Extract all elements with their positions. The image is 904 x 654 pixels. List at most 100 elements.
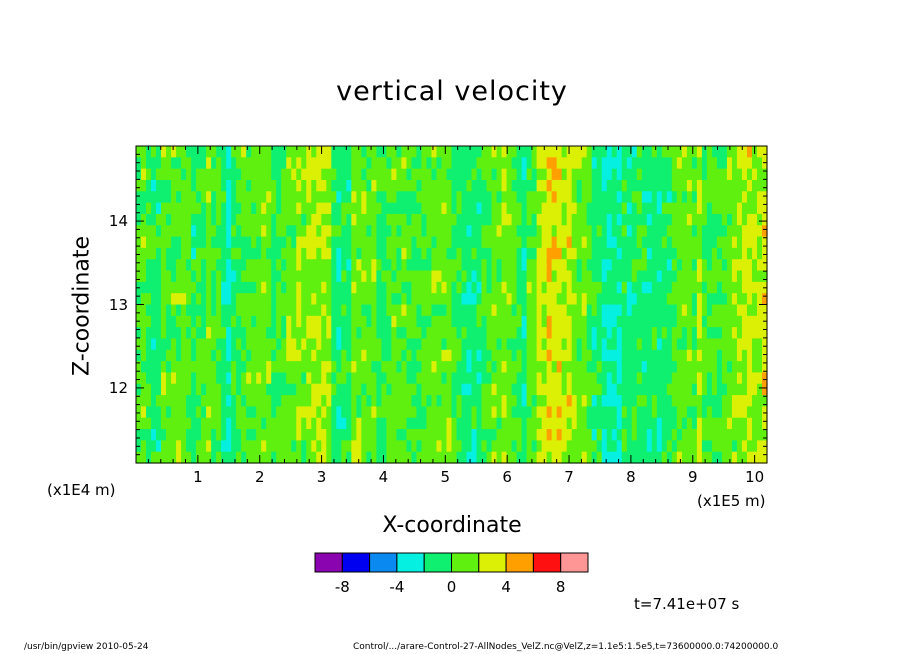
field-cell [226,191,232,204]
field-cell [541,225,548,238]
field-cell [421,315,428,328]
field-cell [561,168,568,181]
field-cell [171,146,177,158]
field-cell [226,349,232,362]
field-cell [691,406,698,419]
field-cell [336,202,342,215]
field-cell [141,191,147,204]
field-cell [456,338,463,351]
field-cell [356,417,362,430]
field-cell [466,372,473,385]
field-cell [416,236,423,249]
field-cell [231,293,237,306]
field-cell [556,191,563,204]
field-cell [171,338,177,351]
field-cell [536,168,543,181]
field-cell [751,202,758,215]
field-cell [496,440,503,453]
field-cell [581,213,588,226]
field-cell [501,270,508,283]
field-cell [491,327,498,340]
field-cell [476,202,483,215]
field-cell [396,349,403,362]
field-cell [401,406,408,419]
field-cell [416,146,423,158]
field-cell [391,395,398,407]
field-cell [311,315,317,328]
field-cell [301,327,307,340]
field-cell [351,270,357,283]
field-cell [306,349,312,362]
field-cell [331,213,337,226]
field-cell [166,293,172,306]
field-cell [716,236,723,249]
field-cell [681,372,688,385]
field-cell [436,315,443,328]
field-cell [481,304,488,317]
field-cell [591,440,598,453]
field-cell [246,372,252,385]
field-cell [696,225,703,238]
field-cell [431,157,438,170]
colorbar-swatch [341,552,371,573]
field-cell [676,440,683,453]
field-cell [691,191,698,204]
field-cell [646,179,653,192]
field-cell [431,304,438,317]
field-cell [416,349,423,362]
colorbar-swatch [505,552,534,573]
field-cell [556,406,563,419]
field-cell [161,146,167,158]
field-cell [176,236,182,249]
field-cell [596,157,603,170]
field-cell [491,157,498,170]
field-cell [181,293,187,306]
field-cell [406,146,413,158]
field-cell [466,304,473,317]
field-cell [471,157,478,170]
field-cell [456,236,463,249]
field-cell [251,157,257,170]
field-cell [181,247,187,260]
field-cell [426,247,433,260]
field-cell [676,179,683,192]
field-cell [506,247,513,260]
field-cell [621,361,628,374]
field-cell [696,304,703,317]
field-cell [211,293,217,306]
field-cell [451,395,458,407]
field-cell [271,315,277,328]
field-cell [491,406,498,419]
field-cell [561,146,568,158]
field-cell [216,372,222,385]
field-cell [316,349,322,362]
field-cell [476,168,483,181]
field-cell [191,146,197,158]
field-cell [506,259,513,272]
field-cell [406,315,413,328]
field-cell [391,225,398,238]
field-cell [641,383,648,396]
field-cell [281,429,287,441]
field-cell [211,315,217,328]
field-cell [151,451,157,464]
field-cell [616,327,623,340]
field-cell [721,349,728,362]
field-cell [671,146,678,158]
field-cell [731,304,738,317]
field-cell [266,395,272,407]
field-cell [406,236,413,249]
field-cell [201,293,207,306]
field-cell [176,451,182,464]
field-cell [501,440,508,453]
field-cell [666,191,673,204]
field-cell [471,213,478,226]
field-cell [591,372,598,385]
field-cell [386,225,393,238]
field-cell [506,304,513,317]
field-cell [596,327,603,340]
field-cell [236,440,242,453]
field-cell [206,259,212,272]
field-cell [241,395,247,407]
field-cell [291,395,297,407]
